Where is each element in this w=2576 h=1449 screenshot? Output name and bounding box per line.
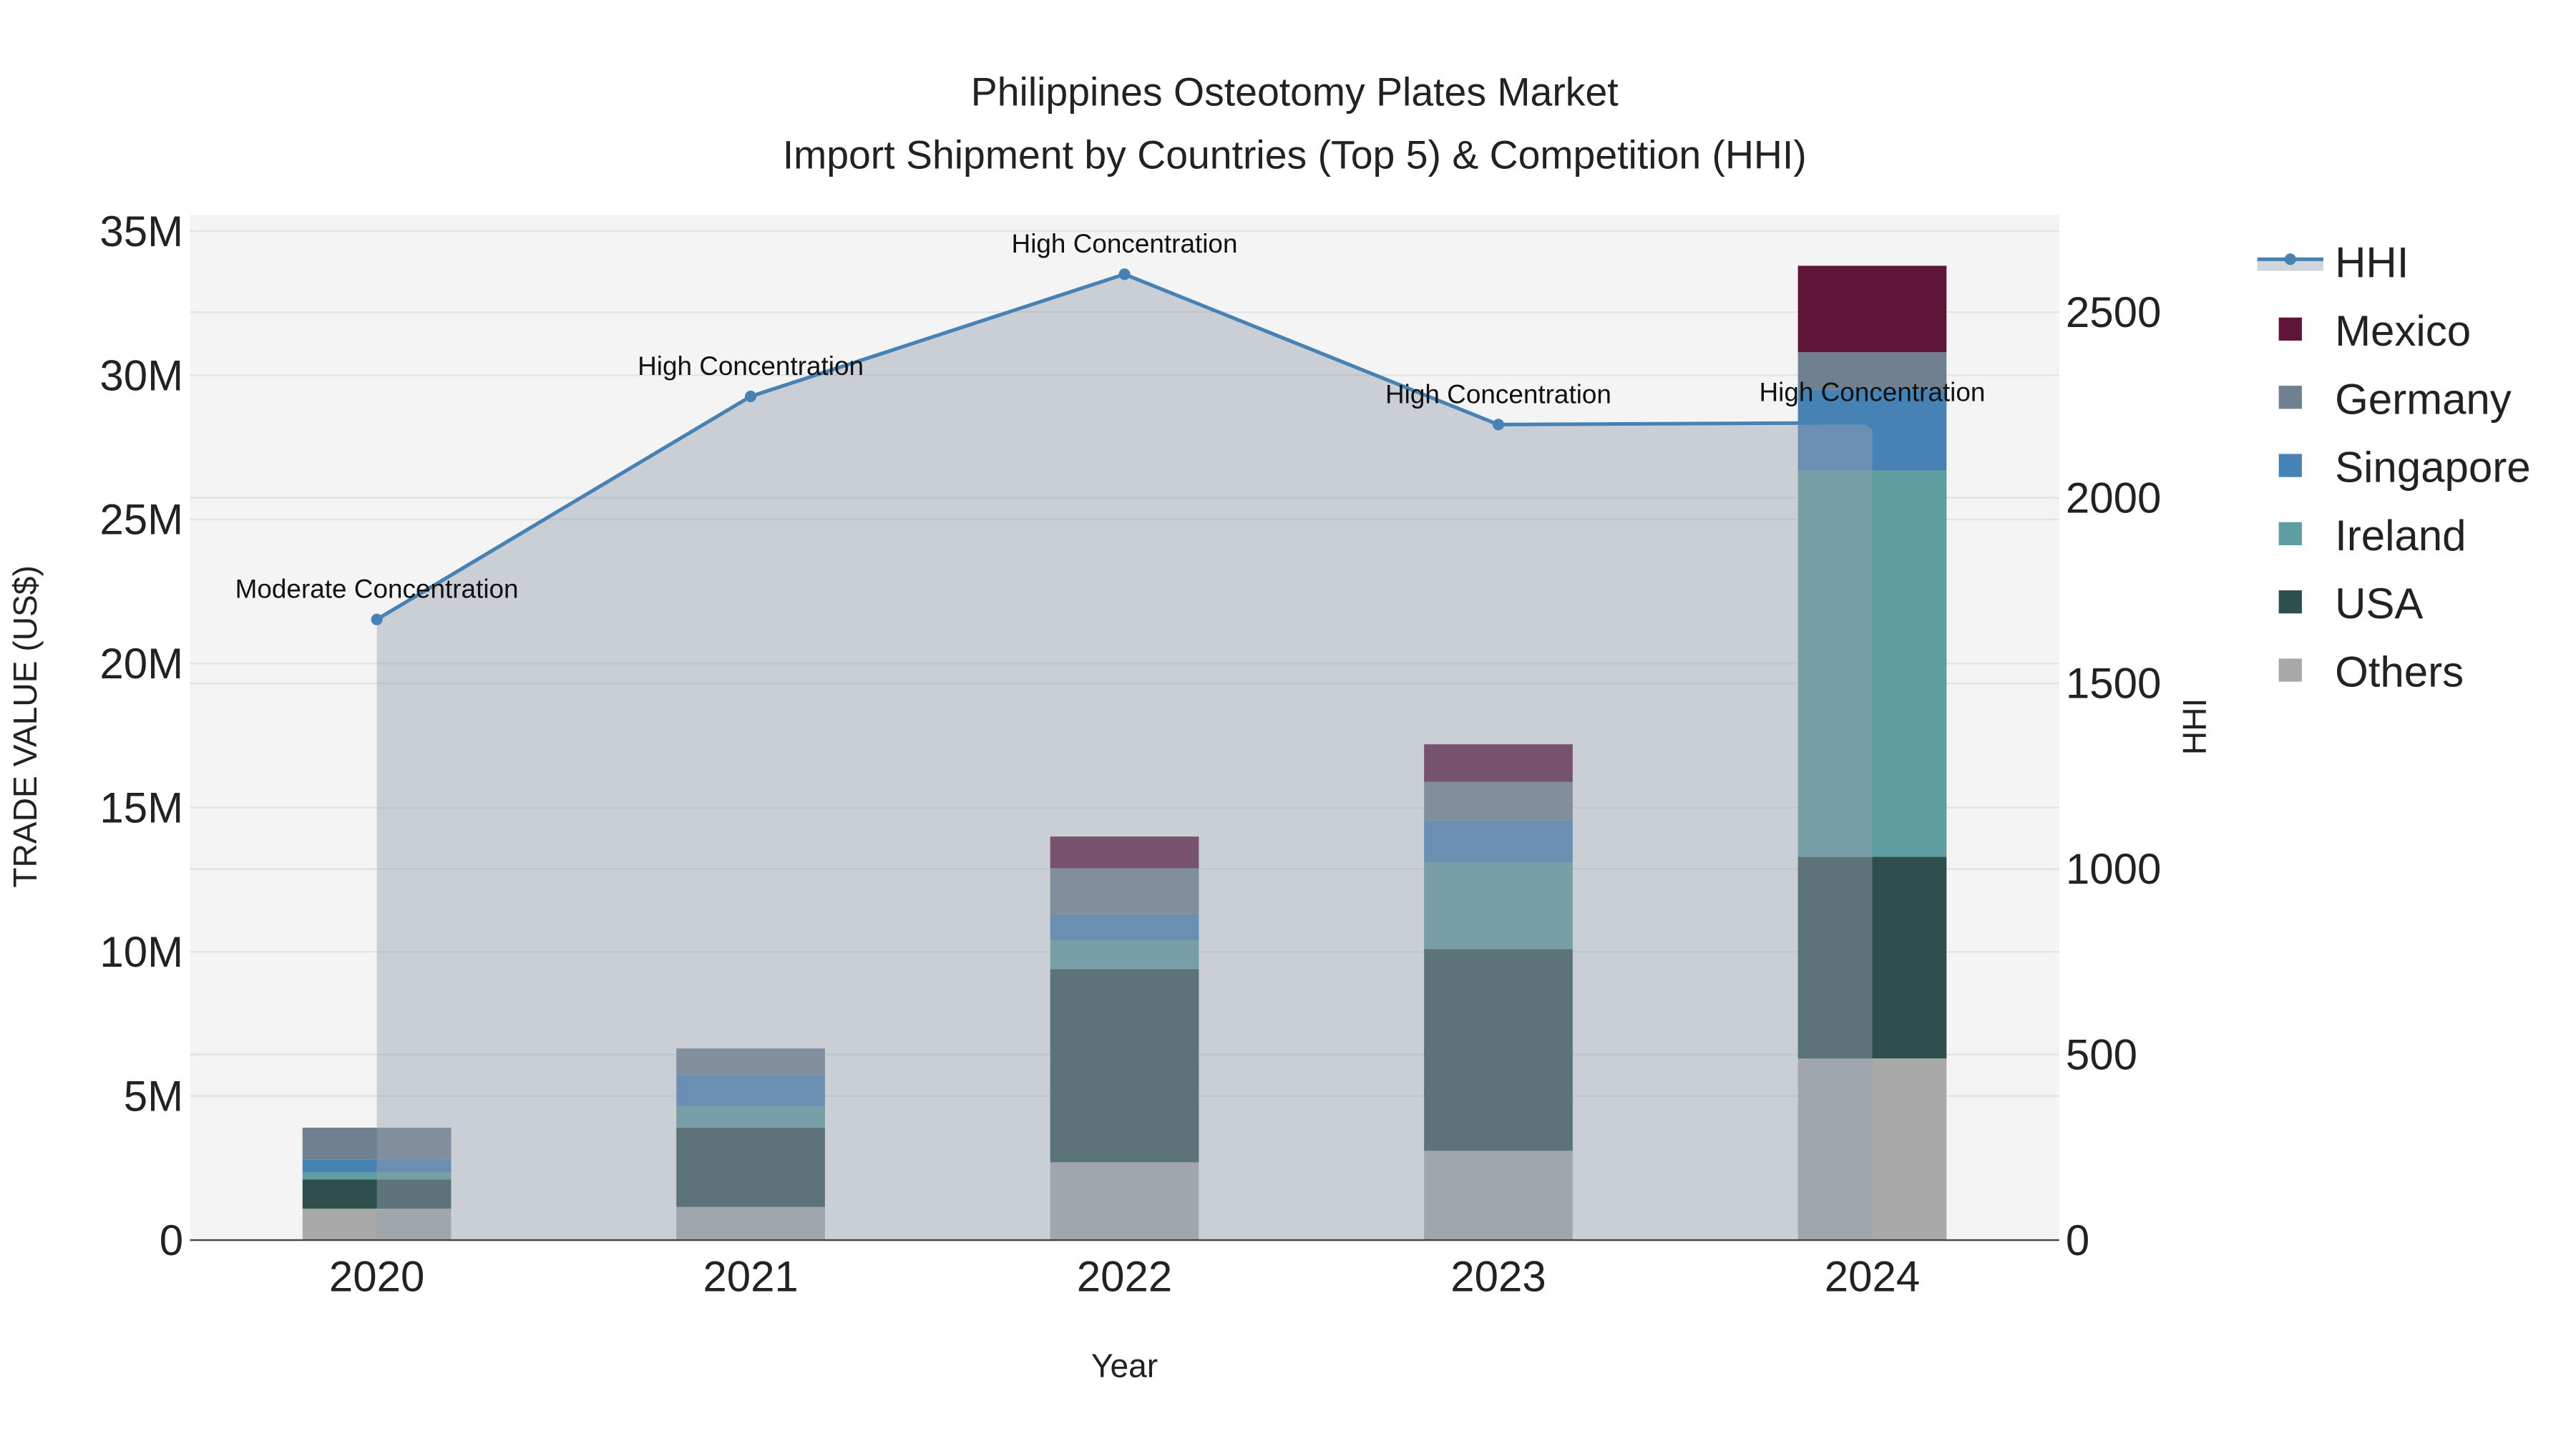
bar-germany-2021 [676, 1048, 825, 1075]
bar-singapore-2023 [1424, 820, 1573, 863]
legend-label: Mexico [2335, 307, 2471, 355]
y-tick-label: 35M [99, 208, 183, 255]
bar-germany-2020 [302, 1127, 452, 1160]
hhi-point [745, 390, 757, 402]
legend-label: USA [2335, 580, 2423, 628]
hhi-annotation: High Concentration [1759, 378, 1985, 407]
legend-swatch [2278, 522, 2302, 545]
x-tick-label: 2024 [1825, 1253, 1920, 1301]
x-axis-label: Year [1091, 1347, 1158, 1385]
y-axis-ticks: 0 5M 10M 15M 20M 25M 30M 35M [99, 208, 183, 1264]
hhi-area [376, 274, 1873, 1241]
legend-item-hhi: HHI [2257, 239, 2409, 287]
legend-label: Others [2335, 648, 2464, 696]
bar-germany-2023 [1424, 781, 1573, 821]
bar-singapore-2021 [676, 1075, 825, 1107]
x-tick-label: 2023 [1450, 1253, 1546, 1301]
bar-ireland-2023 [1424, 862, 1573, 950]
bar-ireland-2021 [676, 1106, 825, 1128]
chart-title: Philippines Osteotomy Plates Market [971, 70, 1619, 114]
legend-label: HHI [2335, 239, 2409, 287]
legend-marker-hhi [2284, 253, 2296, 265]
legend-swatch [2278, 658, 2302, 682]
y-tick-label: 5M [124, 1072, 183, 1120]
hhi-annotation: High Concentration [1012, 229, 1238, 258]
y2-tick-label: 1500 [2066, 660, 2161, 708]
hhi-point [1492, 419, 1505, 431]
hhi-annotation: High Concentration [638, 351, 864, 381]
y2-axis-ticks: 0 500 1000 1500 2000 2500 [2066, 288, 2161, 1264]
legend-label: Singapore [2335, 444, 2531, 492]
bar-mexico-2022 [1050, 836, 1199, 869]
y-tick-label: 15M [99, 784, 183, 832]
hhi-annotation: Moderate Concentration [235, 575, 519, 604]
hhi-point [1866, 416, 1878, 429]
x-tick-label: 2022 [1077, 1253, 1172, 1301]
bar-singapore-2022 [1050, 914, 1199, 941]
hhi-annotation: High Concentration [1385, 379, 1611, 409]
legend-item-ireland: Ireland [2278, 512, 2467, 560]
legend-swatch [2278, 590, 2302, 614]
bar-others-2022 [1050, 1162, 1199, 1241]
bar-usa-2020 [302, 1179, 452, 1209]
y2-tick-label: 500 [2066, 1030, 2137, 1078]
bar-others-2021 [676, 1206, 825, 1241]
legend-label: Ireland [2335, 512, 2466, 560]
bar-ireland-2024 [1797, 470, 1947, 857]
bar-usa-2023 [1424, 949, 1573, 1151]
bar-ireland-2022 [1050, 940, 1199, 970]
legend-item-others: Others [2278, 648, 2464, 696]
bar-germany-2024 [1797, 352, 1947, 390]
bar-mexico-2023 [1424, 744, 1573, 782]
y-axis-label: TRADE VALUE (US$) [6, 565, 44, 887]
legend-item-mexico: Mexico [2278, 307, 2471, 355]
legend-swatch [2278, 386, 2302, 409]
legend-item-usa: USA [2278, 580, 2423, 628]
y-tick-label: 30M [99, 351, 183, 399]
x-tick-label: 2021 [703, 1253, 798, 1301]
bar-mexico-2024 [1797, 265, 1947, 353]
hhi-point [1118, 268, 1131, 280]
hhi-point [371, 613, 383, 625]
y-tick-label: 10M [99, 928, 183, 976]
legend-swatch [2278, 317, 2302, 341]
legend-item-germany: Germany [2278, 375, 2512, 423]
bar-others-2020 [302, 1209, 452, 1241]
bar-usa-2024 [1797, 857, 1947, 1059]
x-tick-label: 2020 [329, 1253, 424, 1301]
legend: HHI Mexico Germany Singapore Ireland USA Other… [2257, 239, 2531, 696]
bar-singapore-2020 [302, 1159, 452, 1173]
y2-tick-label: 0 [2066, 1216, 2089, 1264]
y-tick-label: 0 [160, 1216, 183, 1264]
bar-others-2024 [1797, 1058, 1947, 1241]
chart-subtitle: Import Shipment by Countries (Top 5) & C… [783, 132, 1807, 177]
y2-tick-label: 1000 [2066, 845, 2161, 893]
hhi-series: Moderate Concentration High Concentration… [235, 229, 1985, 1241]
y2-tick-label: 2000 [2066, 474, 2161, 522]
bar-germany-2022 [1050, 868, 1199, 914]
y-tick-label: 25M [99, 496, 183, 544]
bars [302, 265, 1947, 1241]
legend-item-singapore: Singapore [2278, 444, 2531, 492]
x-axis-ticks: 2020 2021 2022 2023 2024 [329, 1253, 1920, 1301]
y2-tick-label: 2500 [2066, 288, 2161, 336]
y-tick-label: 20M [99, 640, 183, 688]
legend-swatch [2278, 454, 2302, 477]
y2-axis-label: HHI [2176, 698, 2213, 755]
legend-label: Germany [2335, 375, 2512, 423]
bar-others-2023 [1424, 1151, 1573, 1241]
bar-ireland-2020 [302, 1172, 452, 1180]
bar-usa-2021 [676, 1127, 825, 1207]
bar-singapore-2024 [1797, 389, 1947, 471]
bar-usa-2022 [1050, 969, 1199, 1163]
